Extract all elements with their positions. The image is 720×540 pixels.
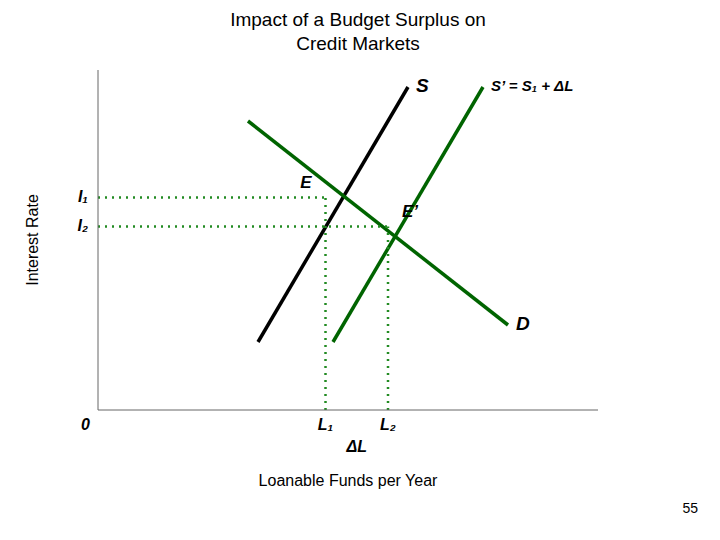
- svg-text:D: D: [516, 313, 530, 334]
- html-text:Impact of a Budget Surplus on: Impact of a Budget Surplus on Credit Mar…: [230, 9, 486, 54]
- svg-text:E: E: [300, 173, 312, 192]
- svg-text:L₁: L₁: [318, 416, 333, 433]
- svg-text:L₂: L₂: [380, 416, 396, 433]
- svg-text:S: S: [416, 75, 429, 96]
- svg-text:Loanable Funds per Year: Loanable Funds per Year: [259, 472, 438, 489]
- svg-text:ΔL: ΔL: [345, 438, 367, 455]
- svg-text:Interest Rate: Interest Rate: [24, 194, 41, 286]
- svg-text:S’ = S₁ + ΔL: S’ = S₁ + ΔL: [491, 77, 573, 94]
- svg-text:E’: E’: [402, 202, 418, 221]
- svg-text:I₁: I₁: [78, 188, 88, 205]
- html-text:55: 55: [682, 500, 698, 516]
- svg-text:I₂: I₂: [77, 217, 88, 234]
- svg-text:0: 0: [81, 416, 90, 433]
